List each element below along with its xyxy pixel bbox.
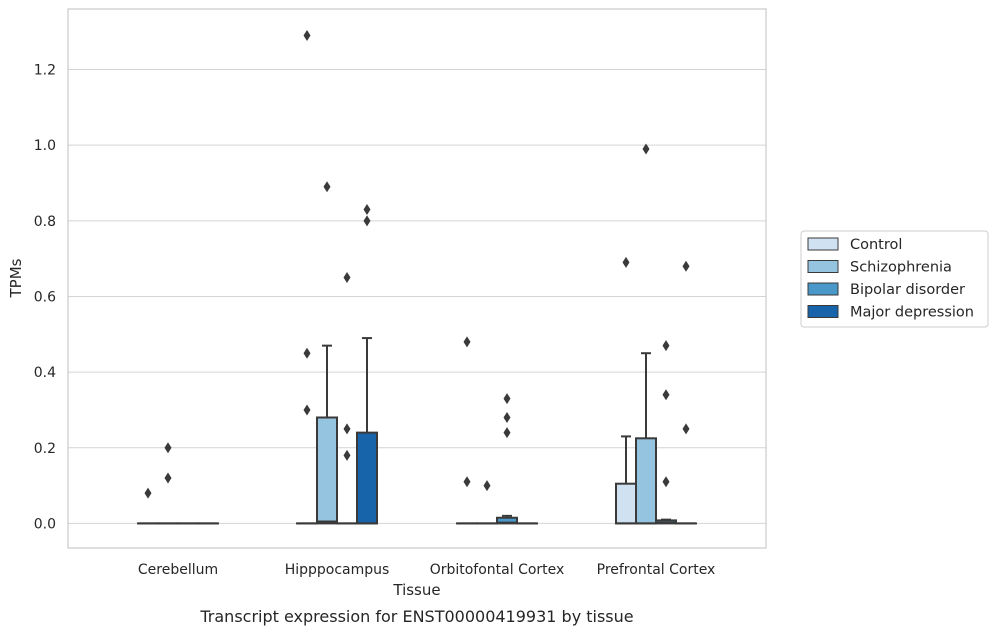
x-axis-label: Tissue: [392, 581, 440, 599]
y-tick-label: 0.8: [34, 214, 56, 230]
outlier-point: [164, 472, 172, 484]
x-tick-label: Orbitofontal Cortex: [430, 562, 565, 578]
box-body: [356, 431, 378, 525]
box-body: [635, 437, 657, 525]
legend-label: Major depression: [850, 305, 974, 321]
outlier-point: [343, 272, 351, 284]
outlier-point: [164, 442, 172, 454]
box-1-3: [356, 203, 378, 525]
legend-frame: [800, 230, 989, 328]
outlier-point: [343, 449, 351, 461]
outlier-point: [343, 423, 351, 435]
box-2-0: [456, 336, 478, 525]
box-3-3: [675, 260, 697, 525]
legend-swatch: [807, 282, 839, 296]
legend: Control Schizophrenia Bipolar disorder Majo…: [800, 230, 989, 328]
y-tick-label: 0.4: [34, 365, 56, 381]
legend-swatch: [807, 260, 839, 273]
x-tick-label: Prefrontal Cortex: [597, 562, 716, 578]
y-tick-label: 0.2: [34, 441, 56, 457]
box-3-2: [655, 340, 677, 525]
x-tick-label: Hipppocampus: [285, 562, 390, 578]
legend-label: Schizophrenia: [850, 260, 952, 276]
outlier-point: [503, 412, 511, 424]
box-0-1: [157, 442, 179, 525]
box-3-1: [635, 143, 657, 525]
outlier-point: [682, 423, 690, 435]
box-3-0: [615, 256, 637, 525]
outlier-point: [303, 29, 311, 41]
box-groups: [137, 29, 697, 525]
legend-swatch: [807, 305, 839, 318]
box-2-2: [496, 393, 518, 525]
outlier-point: [303, 404, 311, 416]
outlier-point: [463, 476, 471, 488]
legend-label: Bipolar disorder: [850, 282, 965, 298]
y-axis-label: TPMs: [7, 258, 25, 298]
outlier-point: [483, 480, 491, 492]
outlier-point: [503, 427, 511, 439]
box-1-0: [296, 29, 318, 525]
y-tick-label: 1.2: [34, 63, 56, 79]
grid-lines: [68, 69, 766, 524]
y-tick-label: 0.6: [34, 289, 56, 305]
y-tick-label: 1.0: [34, 138, 56, 154]
outlier-point: [463, 336, 471, 348]
x-tick-label: Cerebellum: [138, 562, 218, 578]
outlier-point: [303, 347, 311, 359]
outlier-point: [144, 487, 152, 499]
outlier-point: [323, 181, 331, 193]
outlier-point: [642, 143, 650, 155]
box-1-1: [316, 181, 338, 525]
outlier-point: [662, 340, 670, 352]
legend-label: Control: [850, 237, 902, 253]
outlier-point: [662, 476, 670, 488]
outlier-point: [662, 389, 670, 401]
outlier-point: [363, 215, 371, 227]
figure-caption: Transcript expression for ENST0000041993…: [199, 607, 633, 626]
y-tick-label: 0.0: [34, 516, 56, 532]
y-axis-ticks: 0.0 0.2 0.4 0.6 0.8 1.0 1.2: [34, 63, 56, 533]
box-body: [615, 482, 637, 525]
outlier-point: [363, 203, 371, 215]
box-body: [316, 416, 338, 525]
outlier-point: [622, 256, 630, 268]
outlier-point: [682, 260, 690, 272]
outlier-point: [503, 393, 511, 405]
plot-frame: [67, 8, 767, 549]
legend-swatch: [807, 237, 839, 251]
x-axis-ticks: Cerebellum Hipppocampus Orbitofontal Corte…: [138, 562, 715, 578]
plot-area: [68, 9, 766, 548]
